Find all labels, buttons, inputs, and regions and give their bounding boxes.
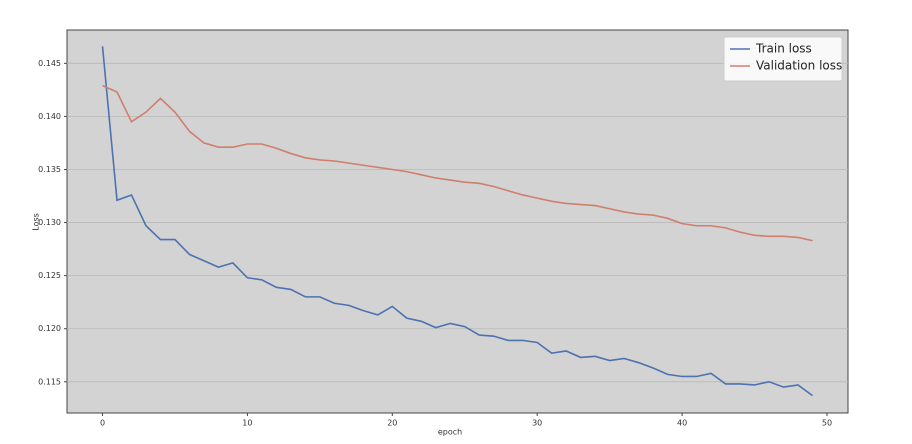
legend-box bbox=[723, 36, 843, 82]
series-line bbox=[101, 46, 813, 397]
y-tick-label: 0.125 bbox=[38, 271, 61, 280]
x-tick-label: 50 bbox=[822, 419, 832, 428]
y-tick-label: 0.120 bbox=[38, 324, 61, 333]
x-tick-label: 10 bbox=[242, 419, 252, 428]
y-tick-label: 0.140 bbox=[38, 112, 61, 121]
y-tick-label: 0.130 bbox=[38, 218, 61, 227]
x-tick-label: 0 bbox=[100, 419, 105, 428]
legend-label: Train loss bbox=[755, 42, 812, 56]
y-axis-label: Loss bbox=[32, 213, 41, 231]
y-tick-label: 0.145 bbox=[38, 59, 61, 68]
x-axis-label: epoch bbox=[438, 428, 462, 437]
plot-area bbox=[66, 29, 849, 414]
x-tick-label: 40 bbox=[677, 419, 687, 428]
legend-label: Validation loss bbox=[756, 59, 842, 73]
x-tick-label: 30 bbox=[532, 419, 542, 428]
series-line bbox=[102, 84, 813, 242]
x-tick-label: 20 bbox=[387, 419, 397, 428]
y-tick-label: 0.135 bbox=[38, 165, 61, 174]
y-tick-label: 0.115 bbox=[38, 377, 61, 386]
